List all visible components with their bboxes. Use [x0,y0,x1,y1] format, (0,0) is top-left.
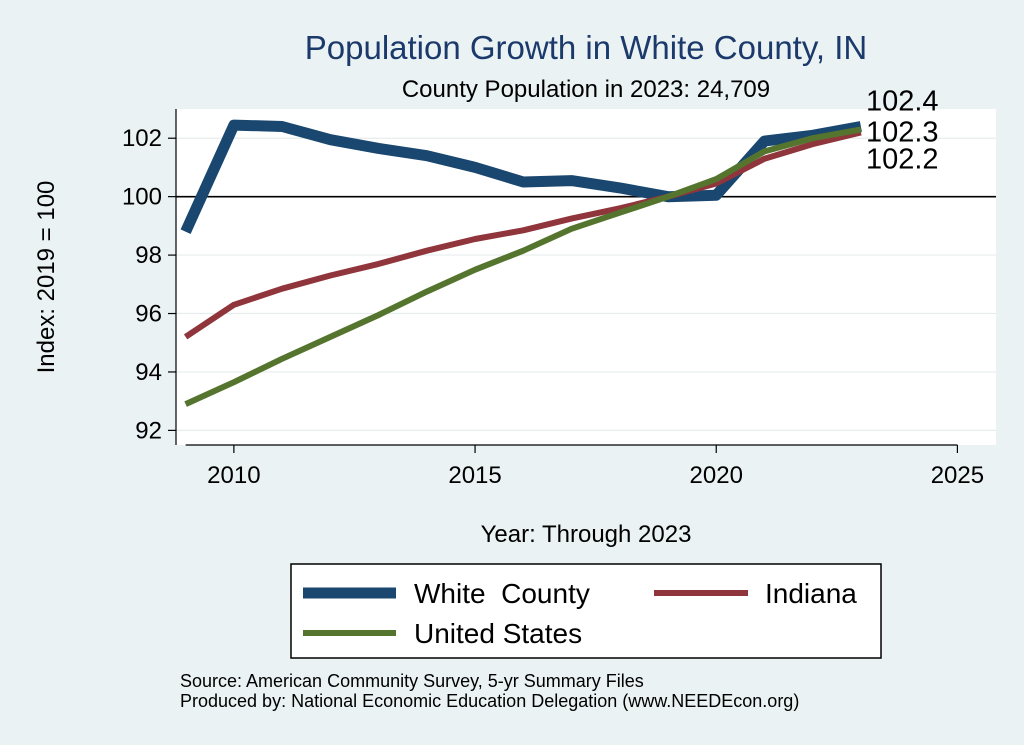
y-tick-label-102: 102 [122,125,162,152]
series-line-indiana [183,129,862,340]
x-tick-label-2025: 2025 [931,462,984,489]
end-label-united-states: 102.3 [866,116,939,148]
end-label-white-county: 102.4 [866,86,939,118]
legend-label-indiana: Indiana [765,578,857,609]
series-line-united-states [184,126,862,407]
x-tick-label-2020: 2020 [690,462,743,489]
end-label-indiana: 102.2 [866,143,939,175]
legend-box [290,563,882,659]
source-note: Source: American Community Survey, 5-yr … [180,671,644,691]
produced-by-note: Produced by: National Economic Education… [180,691,799,711]
y-tick-label-94: 94 [135,359,162,386]
y-tick-label-98: 98 [135,242,162,269]
y-axis-label: Index: 2019 = 100 [33,181,60,374]
chart-subtitle: County Population in 2023: 24,709 [402,76,770,103]
plot-area [176,109,996,445]
y-tick-label-96: 96 [135,301,162,328]
y-tick-label-100: 100 [122,184,162,211]
legend-label-white-county: White County [414,578,590,609]
legend-label-united-states: United States [414,618,582,649]
chart-title: Population Growth in White County, IN [305,29,867,66]
axes: 92 94 96 98 100 102 2010 2015 2020 2025 [122,109,984,489]
legend: White County Indiana United States [290,563,882,659]
grid [176,137,996,431]
series-lines [180,119,862,407]
x-tick-label-2015: 2015 [448,462,501,489]
x-tick-label-2010: 2010 [207,462,260,489]
y-tick-label-92: 92 [135,417,162,444]
x-axis-label: Year: Through 2023 [481,521,692,548]
